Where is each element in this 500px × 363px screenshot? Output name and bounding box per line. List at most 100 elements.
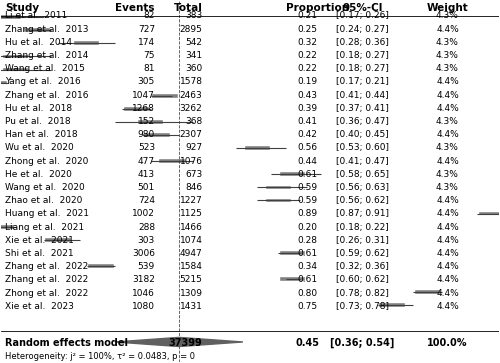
Text: 1309: 1309 — [180, 289, 203, 298]
FancyBboxPatch shape — [280, 251, 305, 255]
Text: 4.4%: 4.4% — [436, 130, 459, 139]
Text: Study: Study — [5, 3, 39, 13]
Text: [0.18; 0.27]: [0.18; 0.27] — [336, 51, 389, 60]
Text: 4.3%: 4.3% — [436, 64, 459, 73]
Text: Yang et al.  2016: Yang et al. 2016 — [5, 77, 81, 86]
Text: 305: 305 — [138, 77, 155, 86]
Text: 0.28: 0.28 — [298, 236, 318, 245]
Text: 4.3%: 4.3% — [436, 11, 459, 20]
Text: 4.4%: 4.4% — [436, 77, 459, 86]
Text: 0.56: 0.56 — [298, 143, 318, 152]
Text: [0.40; 0.45]: [0.40; 0.45] — [336, 130, 389, 139]
Text: 1076: 1076 — [180, 156, 203, 166]
FancyBboxPatch shape — [415, 290, 440, 294]
Text: Wu et al.  2020: Wu et al. 2020 — [5, 143, 74, 152]
Text: [0.36; 0.47]: [0.36; 0.47] — [336, 117, 389, 126]
Text: 0.44: 0.44 — [298, 156, 318, 166]
Text: 75: 75 — [144, 51, 155, 60]
Text: 0.45: 0.45 — [296, 338, 320, 348]
Text: 81: 81 — [144, 64, 155, 73]
Text: Zhang et al.  2016: Zhang et al. 2016 — [5, 90, 88, 99]
Text: Wang et al.  2020: Wang et al. 2020 — [5, 183, 85, 192]
Text: Random effects model: Random effects model — [5, 338, 128, 348]
Text: 4.4%: 4.4% — [436, 25, 459, 33]
Text: 4.4%: 4.4% — [436, 249, 459, 258]
Text: [0.18; 0.27]: [0.18; 0.27] — [336, 64, 389, 73]
Text: 4.4%: 4.4% — [436, 223, 459, 232]
Text: 2895: 2895 — [180, 25, 203, 33]
Text: 0.25: 0.25 — [298, 25, 318, 33]
Text: 0.32: 0.32 — [298, 38, 318, 47]
Text: 0.34: 0.34 — [298, 262, 318, 271]
FancyBboxPatch shape — [124, 107, 149, 111]
Text: 37399: 37399 — [169, 338, 202, 348]
Text: 100.0%: 100.0% — [427, 338, 468, 348]
Text: 1578: 1578 — [180, 77, 203, 86]
Text: 0.43: 0.43 — [298, 90, 318, 99]
Text: 0.21: 0.21 — [298, 11, 318, 20]
Text: [0.41; 0.47]: [0.41; 0.47] — [336, 156, 389, 166]
Text: 0.42: 0.42 — [298, 130, 318, 139]
Text: 82: 82 — [144, 11, 155, 20]
Text: 0.59: 0.59 — [298, 183, 318, 192]
FancyBboxPatch shape — [0, 225, 14, 229]
Text: 0.59: 0.59 — [298, 196, 318, 205]
FancyBboxPatch shape — [145, 133, 171, 137]
Text: 5215: 5215 — [180, 276, 203, 284]
Text: Zhang et al.  2022: Zhang et al. 2022 — [5, 262, 88, 271]
Text: [0.58; 0.65]: [0.58; 0.65] — [336, 170, 389, 179]
Text: 1047: 1047 — [132, 90, 155, 99]
Text: [0.36; 0.54]: [0.36; 0.54] — [330, 338, 394, 348]
Text: 1002: 1002 — [132, 209, 155, 218]
Text: Han et al.  2018: Han et al. 2018 — [5, 130, 78, 139]
Text: Total: Total — [174, 3, 203, 13]
Text: 4.3%: 4.3% — [436, 183, 459, 192]
Text: Wang et al.  2015: Wang et al. 2015 — [5, 64, 85, 73]
Text: 0.41: 0.41 — [298, 117, 318, 126]
FancyBboxPatch shape — [244, 146, 270, 150]
Text: Zhang et al.  2014: Zhang et al. 2014 — [5, 51, 88, 60]
Text: [0.28; 0.36]: [0.28; 0.36] — [336, 38, 389, 47]
Text: 501: 501 — [138, 183, 155, 192]
Text: 1046: 1046 — [132, 289, 155, 298]
Text: [0.17; 0.21]: [0.17; 0.21] — [336, 77, 389, 86]
Text: [0.17; 0.26]: [0.17; 0.26] — [336, 11, 389, 20]
Text: 4.3%: 4.3% — [436, 143, 459, 152]
Text: Shi et al.  2021: Shi et al. 2021 — [5, 249, 73, 258]
Text: 4.3%: 4.3% — [436, 51, 459, 60]
Text: 4.3%: 4.3% — [436, 117, 459, 126]
Text: 3182: 3182 — [132, 276, 155, 284]
Text: 927: 927 — [186, 143, 202, 152]
Text: 1431: 1431 — [180, 302, 203, 311]
Text: 95%-Cl: 95%-Cl — [342, 3, 382, 13]
Text: [0.56; 0.62]: [0.56; 0.62] — [336, 196, 389, 205]
Polygon shape — [115, 337, 243, 347]
Text: [0.32; 0.36]: [0.32; 0.36] — [336, 262, 389, 271]
FancyBboxPatch shape — [266, 199, 291, 202]
Text: 477: 477 — [138, 156, 155, 166]
Text: 980: 980 — [138, 130, 155, 139]
Text: 288: 288 — [138, 223, 155, 232]
Text: 0.61: 0.61 — [298, 249, 318, 258]
Text: 3006: 3006 — [132, 249, 155, 258]
Text: 413: 413 — [138, 170, 155, 179]
Text: 2463: 2463 — [180, 90, 203, 99]
Text: 2307: 2307 — [180, 130, 203, 139]
FancyBboxPatch shape — [159, 159, 184, 163]
FancyBboxPatch shape — [74, 41, 99, 45]
Text: 4.4%: 4.4% — [436, 302, 459, 311]
Text: 1466: 1466 — [180, 223, 203, 232]
Text: [0.41; 0.44]: [0.41; 0.44] — [336, 90, 389, 99]
Text: 4.3%: 4.3% — [436, 38, 459, 47]
Text: 0.20: 0.20 — [298, 223, 318, 232]
Text: He et al.  2020: He et al. 2020 — [5, 170, 72, 179]
Text: Proportion: Proportion — [286, 3, 349, 13]
FancyBboxPatch shape — [0, 15, 21, 19]
Text: 523: 523 — [138, 143, 155, 152]
Text: Hu et al.  2014: Hu et al. 2014 — [5, 38, 72, 47]
Text: 1074: 1074 — [180, 236, 203, 245]
Text: [0.26; 0.31]: [0.26; 0.31] — [336, 236, 389, 245]
FancyBboxPatch shape — [88, 264, 114, 268]
FancyBboxPatch shape — [3, 54, 28, 58]
Text: 4947: 4947 — [180, 249, 203, 258]
